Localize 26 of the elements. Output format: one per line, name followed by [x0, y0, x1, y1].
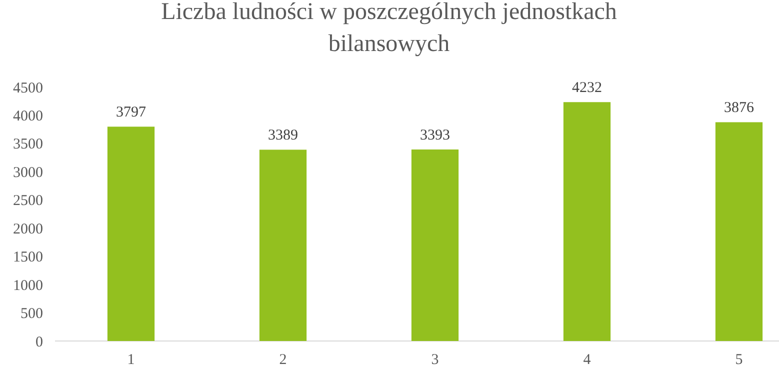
y-tick-label: 1000 [13, 278, 43, 294]
bar [715, 122, 763, 341]
chart-title: Liczba ludności w poszczególnych jednostkach bilansowych [161, 0, 617, 57]
x-tick-label: 3 [431, 352, 439, 368]
x-tick-label: 2 [279, 352, 287, 368]
data-label: 3876 [724, 100, 754, 116]
bar [107, 126, 155, 341]
x-tick-label: 4 [583, 352, 592, 368]
y-tick-label: 2000 [13, 221, 43, 238]
bar [563, 102, 611, 341]
y-tick-label: 1500 [13, 250, 43, 266]
bar [411, 149, 459, 341]
y-tick-label: 4500 [13, 80, 43, 96]
y-tick-label: 0 [36, 334, 43, 350]
data-label: 3797 [116, 104, 146, 121]
y-tick-label: 2500 [13, 193, 43, 210]
x-tick-label: 1 [127, 352, 135, 368]
y-tick-label: 500 [20, 306, 43, 322]
bar [259, 150, 307, 341]
y-tick-label: 3500 [13, 136, 43, 153]
x-tick-label: 5 [735, 352, 743, 368]
y-tick-label: 3000 [13, 164, 43, 181]
data-label: 3393 [420, 127, 450, 144]
data-label: 4232 [572, 80, 602, 96]
y-tick-label: 4000 [13, 108, 43, 124]
data-label: 3389 [268, 128, 298, 144]
